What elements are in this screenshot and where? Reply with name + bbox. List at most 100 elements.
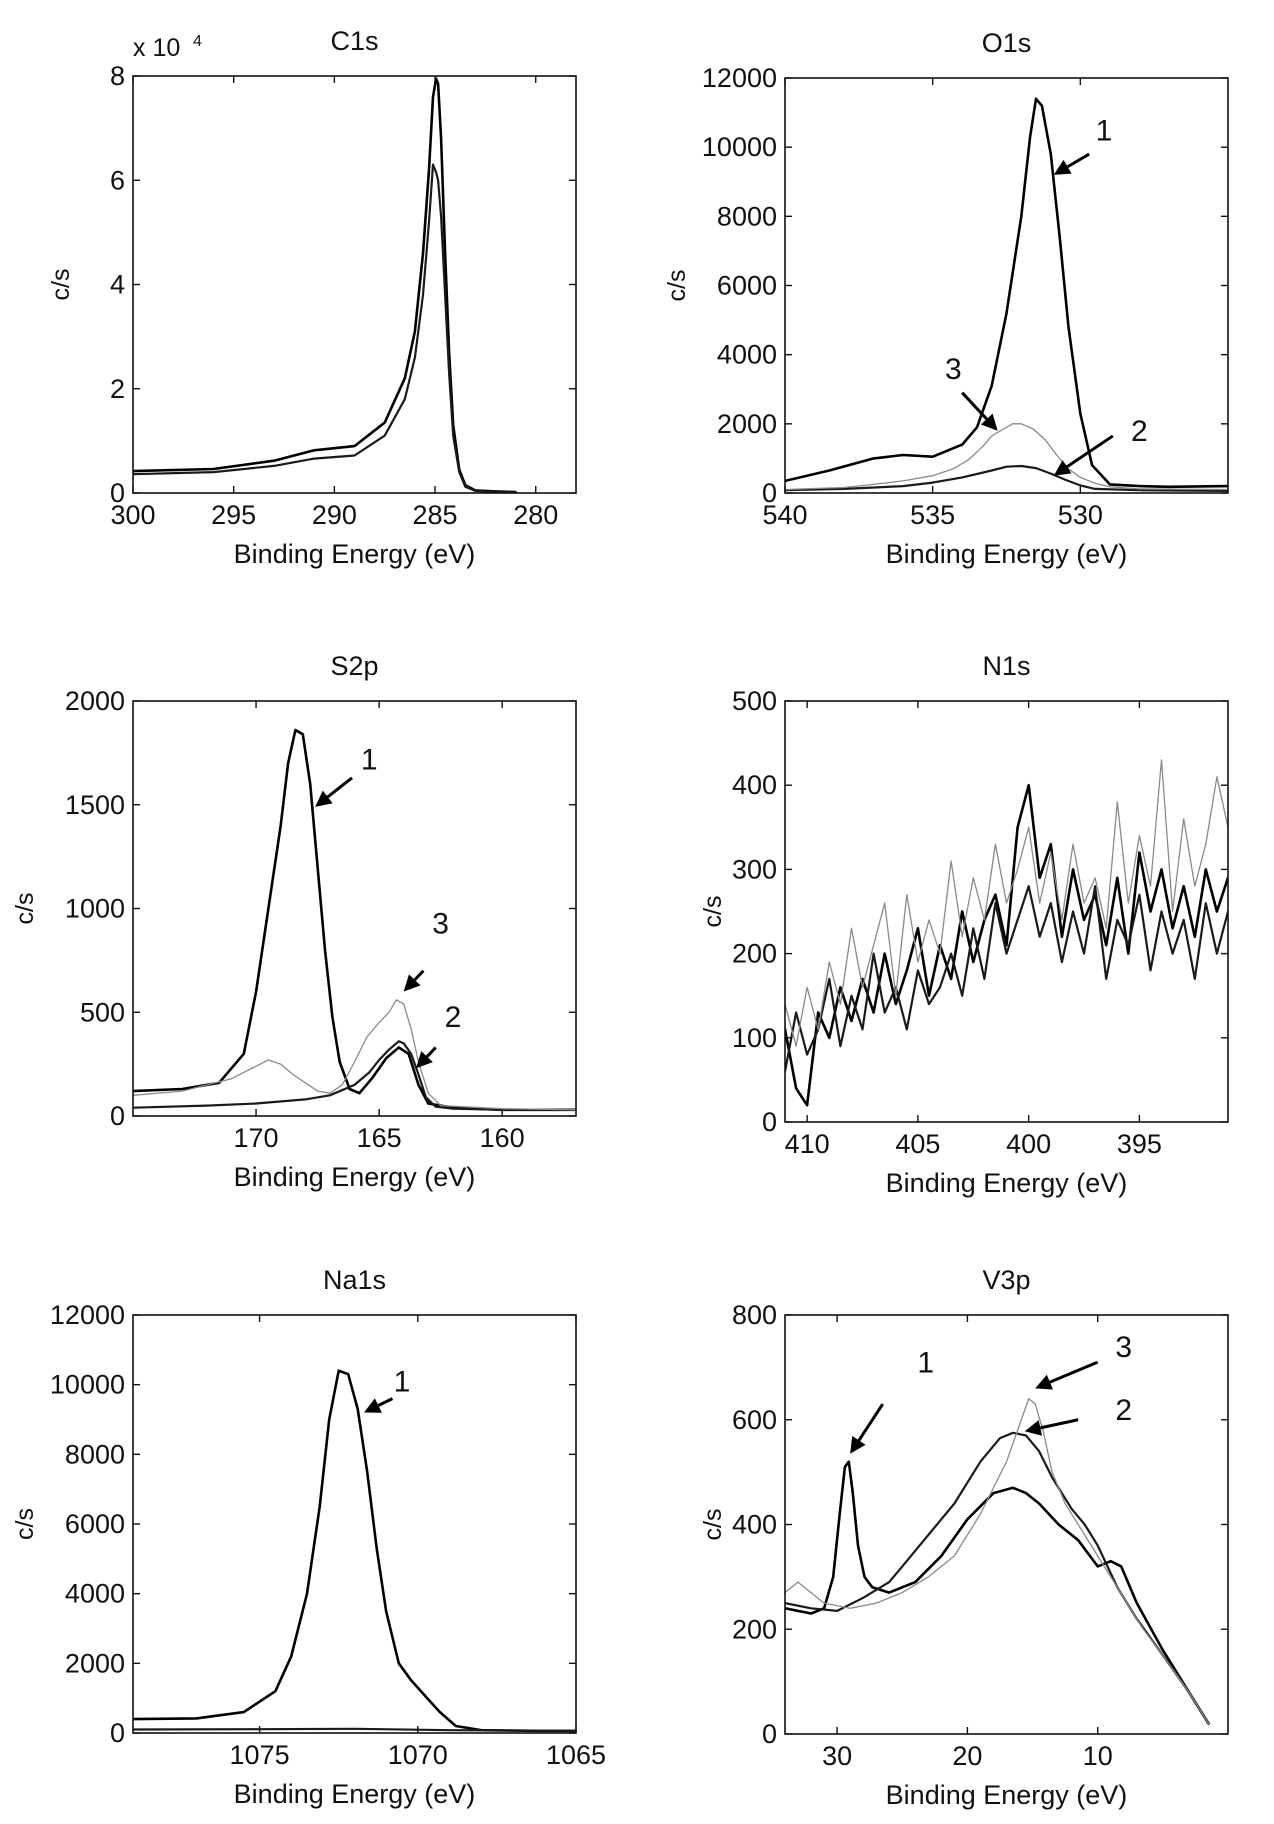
plot-frame <box>132 700 577 1117</box>
annotation-label: 2 <box>445 1001 462 1034</box>
series-line-2 <box>785 885 1228 1073</box>
arrow-shaft <box>1066 152 1090 169</box>
y-tick-label: 2000 <box>65 1648 125 1678</box>
arrow-shaft <box>377 1397 394 1407</box>
y-tick-label: 12000 <box>50 1300 125 1330</box>
annotation-label: 2 <box>1115 1394 1132 1427</box>
y-axis-label: c/s <box>699 1509 727 1541</box>
x-tick-label: 20 <box>952 1741 982 1771</box>
y-tick-label: 10000 <box>702 132 777 162</box>
y-tick-label: 0 <box>762 1107 777 1137</box>
series-line-3 <box>785 423 1228 491</box>
x-tick-label: 295 <box>211 500 256 530</box>
y-tick-label: 12000 <box>702 63 777 93</box>
arrow-head <box>1035 1374 1054 1390</box>
arrow-shaft <box>1049 1360 1099 1384</box>
y-tick-label: 8000 <box>717 201 777 231</box>
y-axis-label: c/s <box>47 269 75 301</box>
arrow-shaft <box>425 1046 437 1058</box>
y-tick-label: 200 <box>732 939 777 969</box>
annotation-3: 3 <box>1035 1331 1132 1390</box>
y-tick-label: 0 <box>110 478 125 508</box>
series-group <box>785 1398 1210 1725</box>
y-tick-label: 0 <box>762 478 777 508</box>
y-tick-label: 8000 <box>65 1439 125 1469</box>
annotation-label: 3 <box>432 907 449 940</box>
series-line-1 <box>785 97 1228 489</box>
y-tick-label: 2000 <box>65 686 125 716</box>
panel-n1s: N1s 410 405 400 395 0 100 200 300 400 500 Binding E… <box>699 651 1229 1198</box>
annotation-1: 1 <box>850 1347 934 1454</box>
annotation-label: 3 <box>945 353 962 386</box>
x-tick-label: 535 <box>910 500 955 530</box>
y-axis-label: c/s <box>699 896 727 928</box>
arrow-head <box>315 790 333 807</box>
series-group <box>133 1369 576 1733</box>
plot-frame <box>784 77 1229 494</box>
arrow-head <box>1024 1420 1043 1436</box>
y-axis-label: c/s <box>663 270 691 302</box>
panel-na1s: Na1s 1075 1070 1065 0 2000 4000 6000 8000 10000 12… <box>11 1265 606 1809</box>
y-tick-label: 1500 <box>65 790 125 820</box>
y-tick-label: 0 <box>110 1101 125 1131</box>
arrow-shaft <box>1040 1418 1079 1430</box>
y-tick-label: 4000 <box>717 340 777 370</box>
series-line-3 <box>785 1398 1210 1725</box>
x-tick-label: 30 <box>822 1741 852 1771</box>
y-tick-label: 4 <box>110 270 125 300</box>
y-tick-label: 0 <box>762 1719 777 1749</box>
x-axis-label: Binding Energy (eV) <box>234 1162 476 1192</box>
annotation-2: 2 <box>1053 415 1148 476</box>
arrow-head <box>416 1051 433 1069</box>
series-group <box>133 77 517 493</box>
y-axis-label: c/s <box>11 893 39 925</box>
chart-title: N1s <box>982 651 1030 681</box>
annotation-label: 1 <box>917 1347 934 1380</box>
series-line-3 <box>133 999 576 1111</box>
x-tick-label: 300 <box>110 500 155 530</box>
arrow-head <box>1053 460 1072 476</box>
plot-frame <box>784 1314 1229 1735</box>
series-group <box>785 97 1228 492</box>
y-axis-label: c/s <box>11 1508 39 1540</box>
arrow-head <box>980 413 998 431</box>
series-line-2 <box>785 464 1228 492</box>
x-axis-label: Binding Energy (eV) <box>234 1779 476 1809</box>
x-axis-label: Binding Energy (eV) <box>886 539 1128 569</box>
chart-title: C1s <box>330 26 378 56</box>
plot-frame <box>132 1314 577 1734</box>
arrow-head <box>363 1398 382 1413</box>
y-tick-label: 8 <box>110 61 125 91</box>
annotation-3: 3 <box>403 907 449 992</box>
panel-c1s: C1s 300 295 290 285 280 0 2 4 6 8 x 10 4 Binding Ener… <box>47 26 577 569</box>
x-tick-label: 410 <box>785 1129 830 1159</box>
y-tick-label: 0 <box>110 1718 125 1748</box>
annotation-label: 1 <box>361 743 378 776</box>
arrow-shaft <box>1066 434 1114 469</box>
y-tick-label: 300 <box>732 854 777 884</box>
x-tick-label: 395 <box>1117 1129 1162 1159</box>
arrow-head <box>850 1436 866 1454</box>
y-multiplier: x 10 <box>133 34 180 62</box>
y-tick-label: 2000 <box>717 409 777 439</box>
plot-frame <box>132 75 577 494</box>
x-tick-label: 170 <box>234 1123 279 1153</box>
panel-v3p: V3p 30 20 10 0 200 400 600 800 Binding Energy (eV… <box>699 1265 1229 1810</box>
x-tick-label: 285 <box>413 500 458 530</box>
y-tick-label: 500 <box>732 686 777 716</box>
series-group <box>785 759 1228 1107</box>
x-tick-label: 540 <box>762 500 807 530</box>
arrow-shaft <box>326 776 353 799</box>
y-tick-label: 800 <box>732 1300 777 1330</box>
series-line-2 <box>133 163 517 493</box>
x-tick-label: 165 <box>357 1123 402 1153</box>
x-axis-label: Binding Energy (eV) <box>234 539 476 569</box>
x-tick-label: 290 <box>312 500 357 530</box>
annotation-label: 1 <box>1096 114 1113 147</box>
series-line-2 <box>133 1727 576 1733</box>
y-tick-label: 400 <box>732 770 777 800</box>
x-tick-label: 1065 <box>546 1740 606 1770</box>
x-tick-label: 10 <box>1083 1741 1113 1771</box>
panel-s2p: S2p 170 165 160 0 500 1000 1500 2000 Binding Ener… <box>11 651 577 1192</box>
x-tick-label: 530 <box>1058 500 1103 530</box>
